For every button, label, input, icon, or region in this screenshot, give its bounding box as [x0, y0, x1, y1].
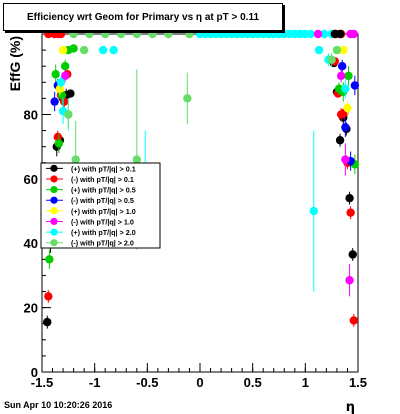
- data-point: [53, 132, 62, 142]
- data-point: [60, 61, 70, 71]
- x-tick-label: -1: [89, 375, 101, 390]
- overflow-point: [132, 29, 141, 39]
- y-axis-label: EffG (%): [7, 36, 23, 91]
- data-point: [343, 103, 352, 113]
- data-point: [64, 110, 73, 119]
- x-tick-label: 1.5: [349, 375, 367, 390]
- x-axis-label: η: [346, 400, 355, 414]
- y-tick-label: 0: [31, 365, 38, 380]
- legend-marker: [50, 175, 58, 183]
- data-point: [345, 193, 354, 203]
- x-tick-label: 0.5: [244, 375, 262, 390]
- data-point: [350, 81, 360, 90]
- data-point: [79, 45, 89, 55]
- overflow-point: [320, 29, 329, 39]
- legend-label: (+) with pT/|q| > 0.5: [71, 186, 136, 195]
- data-point: [336, 71, 346, 81]
- series-5: [60, 69, 354, 297]
- legend-label: (-) with pT/|q| > 0.5: [71, 196, 134, 205]
- data-point: [309, 206, 318, 216]
- overflow-point: [116, 29, 126, 39]
- x-tick-label: 0: [196, 375, 203, 390]
- legend-marker: [50, 217, 58, 226]
- data-point: [51, 70, 60, 79]
- data-point: [341, 123, 350, 132]
- legend-marker: [50, 207, 58, 215]
- overflow-point: [56, 29, 66, 39]
- overflow-point: [69, 29, 78, 39]
- legend-label: (+) with pT/|q| > 0.1: [71, 164, 136, 173]
- data-point: [339, 45, 348, 55]
- data-point: [346, 208, 355, 217]
- data-point: [55, 84, 65, 93]
- legend-label: (-) with pT/|q| > 0.1: [71, 175, 134, 184]
- legend-marker: [50, 185, 58, 194]
- x-tick-label: -1.5: [31, 375, 53, 390]
- data-point: [338, 61, 347, 71]
- legend-label: (-) with pT/|q| > 2.0: [71, 239, 134, 248]
- data-point: [66, 89, 75, 98]
- data-point: [332, 45, 342, 55]
- data-point: [348, 250, 357, 259]
- y-tick-label: 20: [24, 301, 38, 316]
- data-point: [44, 292, 53, 301]
- chart-title: Efficiency wrt Geom for Primary vs η at …: [3, 3, 283, 31]
- overflow-point: [349, 29, 358, 39]
- legend-label: (+) with pT/|q| > 2.0: [71, 228, 136, 237]
- x-tick-label: 1: [302, 375, 309, 390]
- data-point: [98, 45, 108, 55]
- data-point: [341, 84, 350, 93]
- overflow-point: [185, 29, 194, 39]
- overflow-point: [101, 29, 110, 39]
- legend-box: [40, 162, 161, 249]
- y-tick-label: 80: [24, 107, 38, 122]
- legend-marker: [50, 228, 58, 236]
- legend-label: (-) with pT/|q| > 1.0: [71, 217, 134, 226]
- timestamp: Sun Apr 10 10:20:26 2016: [4, 400, 113, 410]
- legend-marker: [50, 164, 58, 172]
- y-tick-label: 60: [24, 172, 38, 187]
- data-point: [341, 155, 350, 164]
- legend-marker: [50, 196, 58, 204]
- data-point: [43, 317, 52, 327]
- overflow-point: [164, 29, 173, 39]
- data-point: [56, 78, 66, 87]
- data-point: [54, 139, 64, 148]
- overflow-point: [306, 29, 315, 39]
- data-point: [344, 71, 353, 81]
- series-4: [55, 45, 352, 115]
- overflow-point: [313, 29, 323, 39]
- data-point: [109, 45, 118, 55]
- y-tick-label: 40: [24, 236, 38, 251]
- data-point: [50, 97, 59, 106]
- data-point: [45, 255, 54, 264]
- data-point: [345, 276, 354, 285]
- data-point: [183, 94, 192, 103]
- legend-label: (+) with pT/|q| > 1.0: [71, 207, 136, 216]
- data-point: [58, 45, 68, 55]
- data-point: [314, 45, 324, 55]
- legend-marker: [50, 239, 58, 247]
- data-point: [71, 155, 80, 164]
- data-point: [349, 316, 358, 325]
- data-point: [327, 55, 336, 64]
- data-point: [69, 44, 78, 53]
- overflow-row: [44, 29, 358, 39]
- overflow-point: [335, 29, 345, 39]
- overflow-point: [44, 29, 53, 39]
- overflow-point: [148, 29, 157, 39]
- data-point: [60, 71, 70, 81]
- x-tick-label: -0.5: [136, 375, 158, 390]
- data-point: [335, 136, 345, 145]
- data-point: [132, 155, 141, 164]
- overflow-point: [85, 29, 94, 39]
